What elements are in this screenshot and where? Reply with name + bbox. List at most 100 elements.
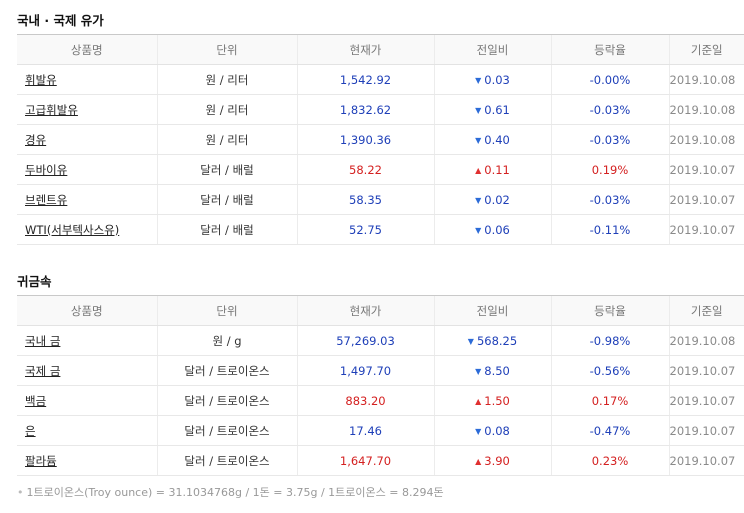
change-cell: ▲ 3.90 — [433, 445, 551, 476]
header-change: 전일비 — [433, 295, 551, 326]
rate-cell: 0.17% — [550, 385, 669, 416]
change-cell: ▲ 1.50 — [433, 385, 551, 416]
price-cell: 52.75 — [296, 214, 434, 245]
rate-value: 0.19% — [591, 162, 629, 177]
product-link[interactable]: 경유 — [25, 132, 47, 147]
product-link[interactable]: 팔라듐 — [25, 453, 57, 468]
table-row: 브렌트유 달러 / 배럴 58.35 ▼ 0.02 -0.03% 2019.10.07 — [17, 184, 744, 215]
triangle-down-icon: ▼ — [475, 135, 482, 145]
product-name-cell: 팔라듐 — [17, 445, 157, 476]
product-link[interactable]: WTI(서부텍사스유) — [25, 222, 120, 237]
price-cell: 1,647.70 — [296, 445, 434, 476]
rate-cell: -0.03% — [550, 124, 669, 155]
change-value: 0.08 — [484, 423, 510, 438]
product-link[interactable]: 휘발유 — [25, 72, 57, 87]
product-name-cell: WTI(서부텍사스유) — [17, 214, 157, 245]
product-link[interactable]: 은 — [25, 423, 36, 438]
product-name-cell: 백금 — [17, 385, 157, 416]
rate-value: -0.47% — [589, 423, 631, 438]
product-name-cell: 브렌트유 — [17, 184, 157, 215]
product-name-cell: 두바이유 — [17, 154, 157, 185]
change-value: 0.03 — [484, 72, 510, 87]
price-cell: 17.46 — [296, 415, 434, 446]
date-cell: 2019.10.07 — [668, 154, 744, 185]
change-cell: ▼ 0.06 — [433, 214, 551, 245]
rate-cell: -0.03% — [550, 184, 669, 215]
triangle-down-icon: ▼ — [467, 336, 474, 346]
change-value: 0.61 — [484, 102, 510, 117]
unit-cell: 달러 / 트로이온스 — [156, 355, 297, 386]
change-value: 568.25 — [476, 333, 518, 348]
date-cell: 2019.10.07 — [668, 184, 744, 215]
table-row: 국제 금 달러 / 트로이온스 1,497.70 ▼ 8.50 -0.56% 2019.10… — [17, 355, 744, 386]
oil-table-body: 휘발유 원 / 리터 1,542.92 ▼ 0.03 -0.00% 2019.10.08 고급… — [17, 64, 744, 245]
product-link[interactable]: 두바이유 — [25, 162, 68, 177]
rate-cell: -0.47% — [550, 415, 669, 446]
bullet-icon: • — [17, 486, 24, 499]
unit-cell: 달러 / 배럴 — [156, 184, 297, 215]
change-cell: ▼ 0.08 — [433, 415, 551, 446]
rate-value: -0.98% — [589, 333, 631, 348]
rate-cell: -0.03% — [550, 94, 669, 125]
unit-cell: 원 / 리터 — [156, 94, 297, 125]
unit-cell: 원 / 리터 — [156, 124, 297, 155]
header-change: 전일비 — [433, 34, 551, 65]
date-cell: 2019.10.07 — [668, 385, 744, 416]
change-value: 0.40 — [484, 132, 510, 147]
triangle-down-icon: ▼ — [475, 75, 482, 85]
table-row: 경유 원 / 리터 1,390.36 ▼ 0.40 -0.03% 2019.10.08 — [17, 124, 744, 155]
date-cell: 2019.10.08 — [668, 325, 744, 356]
table-row: WTI(서부텍사스유) 달러 / 배럴 52.75 ▼ 0.06 -0.11% 2019.1… — [17, 214, 744, 245]
header-product: 상품명 — [17, 295, 157, 326]
product-link[interactable]: 브렌트유 — [25, 192, 68, 207]
change-cell: ▼ 8.50 — [433, 355, 551, 386]
triangle-up-icon: ▲ — [475, 165, 482, 175]
rate-value: -0.03% — [589, 132, 631, 147]
date-cell: 2019.10.07 — [668, 355, 744, 386]
product-name-cell: 고급휘발유 — [17, 94, 157, 125]
unit-cell: 달러 / 트로이온스 — [156, 385, 297, 416]
table-row: 휘발유 원 / 리터 1,542.92 ▼ 0.03 -0.00% 2019.10.08 — [17, 64, 744, 95]
change-value: 0.06 — [484, 222, 510, 237]
change-cell: ▼ 568.25 — [433, 325, 551, 356]
date-cell: 2019.10.08 — [668, 64, 744, 95]
unit-cell: 달러 / 배럴 — [156, 214, 297, 245]
rate-cell: 0.23% — [550, 445, 669, 476]
metal-price-table: 상품명 단위 현재가 전일비 등락율 기준일 국내 금 원 / g 57,269.0… — [17, 295, 744, 476]
rate-value: 0.17% — [591, 393, 629, 408]
triangle-down-icon: ▼ — [475, 225, 482, 235]
triangle-down-icon: ▼ — [475, 105, 482, 115]
change-value: 8.50 — [484, 363, 510, 378]
rate-value: 0.23% — [591, 453, 629, 468]
triangle-up-icon: ▲ — [475, 456, 482, 466]
header-date: 기준일 — [668, 34, 744, 65]
price-cell: 1,832.62 — [296, 94, 434, 125]
header-rate: 등락율 — [550, 295, 669, 326]
rate-value: -0.03% — [589, 192, 631, 207]
price-cell: 1,390.36 — [296, 124, 434, 155]
header-price: 현재가 — [296, 34, 434, 65]
product-link[interactable]: 백금 — [25, 393, 47, 408]
table-row: 은 달러 / 트로이온스 17.46 ▼ 0.08 -0.47% 2019.10.07 — [17, 415, 744, 446]
product-link[interactable]: 국제 금 — [25, 363, 61, 378]
table-row: 팔라듐 달러 / 트로이온스 1,647.70 ▲ 3.90 0.23% 2019.10.0… — [17, 445, 744, 476]
triangle-down-icon: ▼ — [475, 195, 482, 205]
product-link[interactable]: 고급휘발유 — [25, 102, 78, 117]
price-cell: 1,497.70 — [296, 355, 434, 386]
change-cell: ▲ 0.11 — [433, 154, 551, 185]
date-cell: 2019.10.07 — [668, 445, 744, 476]
product-link[interactable]: 국내 금 — [25, 333, 61, 348]
change-value: 0.02 — [484, 192, 510, 207]
change-cell: ▼ 0.03 — [433, 64, 551, 95]
metal-section-title: 귀금속 — [17, 274, 52, 289]
triangle-down-icon: ▼ — [475, 426, 482, 436]
date-cell: 2019.10.08 — [668, 94, 744, 125]
rate-value: -0.00% — [589, 72, 631, 87]
date-cell: 2019.10.07 — [668, 214, 744, 245]
triangle-down-icon: ▼ — [475, 366, 482, 376]
table-row: 고급휘발유 원 / 리터 1,832.62 ▼ 0.61 -0.03% 2019.10.08 — [17, 94, 744, 125]
price-cell: 58.22 — [296, 154, 434, 185]
change-cell: ▼ 0.61 — [433, 94, 551, 125]
metal-table-header: 상품명 단위 현재가 전일비 등락율 기준일 — [17, 295, 744, 326]
